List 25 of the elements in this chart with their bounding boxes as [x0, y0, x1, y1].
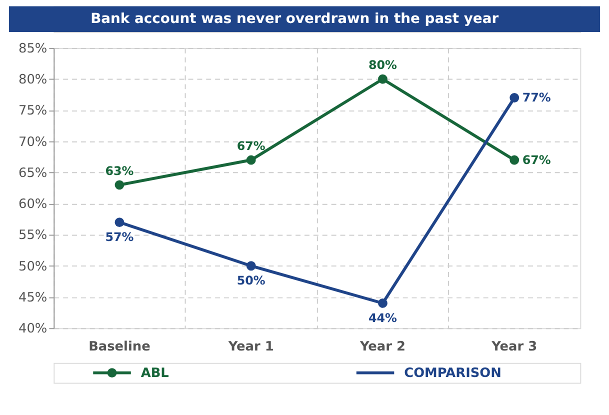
data-label: 63% — [105, 164, 134, 178]
x-tick-label: Year 1 — [227, 339, 274, 354]
y-tick-label: 40% — [18, 322, 48, 337]
y-tick-label: 50% — [18, 259, 48, 274]
data-label: 67% — [236, 139, 266, 154]
legend-label: COMPARISON — [404, 366, 502, 381]
chart-title: Bank account was never overdrawn in the past year — [90, 11, 499, 28]
data-label: 57% — [105, 230, 134, 244]
y-tick-label: 65% — [18, 166, 48, 181]
x-tick-label: Year 3 — [490, 339, 538, 354]
x-tick-label: Baseline — [88, 339, 151, 354]
y-tick-label: 55% — [18, 228, 48, 244]
y-tick-label: 70% — [18, 134, 48, 150]
data-label: 50% — [236, 274, 266, 288]
data-label: 80% — [368, 58, 398, 72]
y-tick-label: 80% — [18, 72, 48, 88]
y-tick-label: 75% — [18, 104, 48, 119]
legend-label: ABL — [140, 366, 169, 381]
y-tick-label: 60% — [18, 197, 48, 212]
data-label: 67% — [522, 152, 551, 167]
data-label: 77% — [522, 90, 551, 105]
x-tick-label: Year 2 — [359, 339, 406, 354]
data-label: 44% — [368, 311, 398, 326]
y-tick-label: 45% — [18, 290, 48, 306]
y-tick-label: 85% — [18, 41, 48, 56]
